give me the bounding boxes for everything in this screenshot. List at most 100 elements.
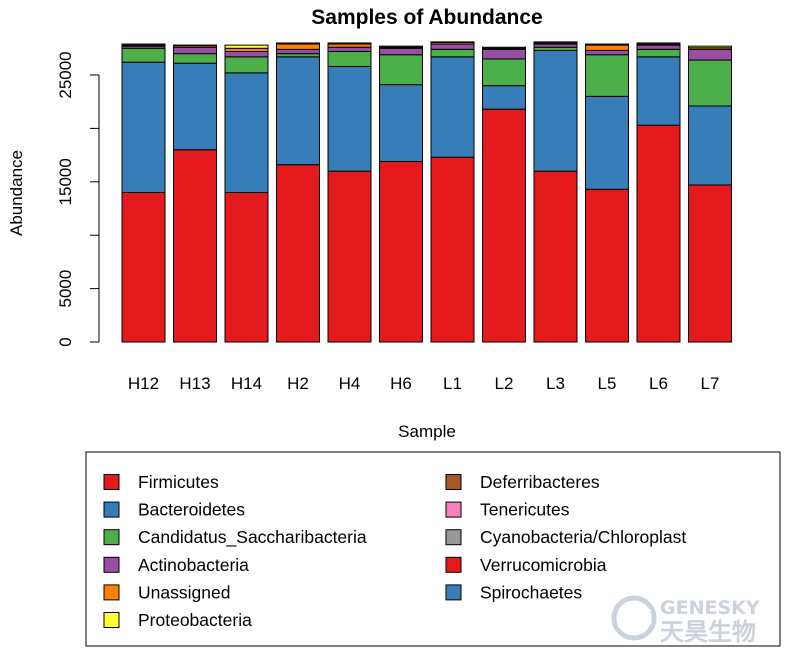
watermark-chinese: 天昊生物	[660, 618, 756, 646]
bar-h6	[379, 45, 423, 343]
bar-segment-actinobacteria	[276, 48, 320, 55]
bar-segment-bacteroidetes	[688, 105, 732, 186]
legend-label: Unassigned	[138, 582, 230, 602]
bar-segment-bacteroidetes	[482, 85, 526, 110]
bar-segment-actinobacteria	[688, 48, 732, 61]
legend-swatch	[445, 556, 462, 573]
bar-segment-unassigned	[276, 43, 320, 50]
bar-segment-firmicutes	[379, 161, 423, 343]
legend-label: Actinobacteria	[138, 555, 249, 575]
bar-h2	[276, 42, 320, 343]
legend: Firmicutes Bacteroidetes Candidatus_Saccha…	[85, 451, 781, 647]
legend-label: Deferribacteres	[480, 472, 600, 492]
bar-segment-actinobacteria	[636, 44, 681, 50]
legend-label: Candidatus_Saccharibacteria	[138, 527, 367, 548]
bar-segment-candidatus-saccharibacteria	[327, 51, 372, 67]
bar-segment-actinobacteria	[173, 46, 217, 55]
bar-segment-firmicutes	[636, 124, 681, 343]
bar-segment-bacteroidetes	[430, 56, 475, 158]
bar-segment-firmicutes	[482, 108, 526, 343]
bar-l2	[482, 46, 526, 343]
bar-segment-candidatus-saccharibacteria	[173, 53, 217, 64]
bar-segment-candidatus-saccharibacteria	[688, 59, 732, 107]
bar-segment-candidatus-saccharibacteria	[585, 54, 629, 97]
legend-item-verrucomicrobia: Verrucomicrobia	[445, 555, 607, 575]
legend-swatch	[445, 529, 462, 546]
bar-segment-proteobacteria	[430, 41, 475, 43]
bar-h14	[224, 44, 269, 343]
x-axis-label: Sample	[398, 422, 456, 441]
y-tick-label: 25000	[56, 51, 75, 98]
legend-item-tenericutes: Tenericutes	[445, 500, 570, 520]
legend-swatch	[103, 612, 120, 628]
chart-title: Samples of Abundance	[311, 6, 542, 29]
bar-segment-firmicutes	[173, 149, 217, 343]
bar-segment-bacteroidetes	[585, 95, 629, 190]
x-tick-label: L2	[495, 374, 514, 393]
bars-group	[121, 41, 732, 343]
bar-segment-firmicutes	[121, 191, 166, 343]
bar-l6	[636, 42, 681, 343]
legend-swatch	[103, 501, 120, 518]
legend-item-spirochaetes: Spirochaetes	[445, 582, 582, 602]
x-tick-label: L3	[546, 374, 565, 393]
bar-segment-bacteroidetes	[121, 61, 166, 193]
legend-item-candidatus-saccharibacteria: Candidatus_Saccharibacteria	[103, 527, 367, 548]
y-tick-label: 5000	[56, 270, 75, 308]
bar-segment-candidatus-saccharibacteria	[379, 54, 423, 86]
legend-label: Proteobacteria	[138, 610, 252, 630]
bar-segment-bacteroidetes	[276, 56, 320, 166]
bar-l3	[533, 41, 578, 343]
bar-segment-candidatus-saccharibacteria	[636, 48, 681, 58]
legend-swatch	[103, 529, 120, 546]
bar-segment-actinobacteria	[327, 46, 372, 53]
bar-segment-proteobacteria	[327, 42, 372, 45]
x-tick-label: H13	[179, 374, 210, 393]
bar-segment-firmicutes	[585, 188, 629, 343]
bar-segment-proteobacteria	[121, 43, 166, 46]
bar-l5	[585, 43, 629, 343]
y-tick-label: 15000	[56, 158, 75, 205]
bar-segment-actinobacteria	[482, 48, 526, 60]
legend-item-actinobacteria: Actinobacteria	[103, 555, 249, 575]
bar-segment-actinobacteria	[379, 47, 423, 56]
bar-segment-proteobacteria	[533, 41, 578, 44]
legend-swatch	[445, 501, 462, 518]
bar-segment-actinobacteria	[224, 51, 269, 58]
legend-swatch	[103, 556, 120, 573]
bar-segment-proteobacteria	[585, 43, 629, 46]
bar-segment-firmicutes	[224, 191, 269, 343]
bar-segment-proteobacteria	[224, 44, 269, 49]
bar-segment-firmicutes	[533, 170, 578, 343]
bar-segment-proteobacteria	[379, 45, 423, 48]
y-axis-label: Abundance	[7, 150, 26, 236]
bar-segment-bacteroidetes	[533, 49, 578, 172]
bar-segment-bacteroidetes	[173, 62, 217, 151]
bar-segment-candidatus-saccharibacteria	[430, 48, 475, 58]
x-tick-label: H2	[287, 374, 309, 393]
bar-segment-firmicutes	[327, 170, 372, 343]
legend-item-cyanobacteria-chloroplast: Cyanobacteria/Chloroplast	[445, 527, 686, 547]
legend-label: Tenericutes	[480, 500, 570, 520]
legend-label: Bacteroidetes	[138, 500, 245, 520]
y-tick-label: 0	[56, 337, 75, 346]
legend-item-firmicutes: Firmicutes	[103, 472, 219, 492]
x-tick-label: L6	[649, 374, 668, 393]
genesky-logo: GENESKY 天昊生物	[611, 595, 760, 646]
legend-box	[85, 451, 781, 647]
watermark-brand: GENESKY	[660, 597, 760, 619]
legend-swatch	[103, 474, 120, 490]
y-axis: 0 5000 15000 25000	[56, 51, 100, 347]
legend-swatch	[445, 584, 462, 601]
bar-segment-bacteroidetes	[636, 56, 681, 126]
bar-segment-bacteroidetes	[379, 84, 423, 163]
legend-swatch	[103, 584, 120, 601]
bar-segment-proteobacteria	[636, 42, 681, 45]
bar-segment-proteobacteria	[173, 44, 217, 47]
bar-segment-candidatus-saccharibacteria	[121, 47, 166, 63]
bar-segment-actinobacteria	[585, 49, 629, 56]
legend-swatch	[445, 474, 462, 490]
x-tick-label: H6	[390, 374, 412, 393]
x-tick-label: H4	[339, 374, 361, 393]
legend-item-proteobacteria: Proteobacteria	[103, 610, 252, 630]
